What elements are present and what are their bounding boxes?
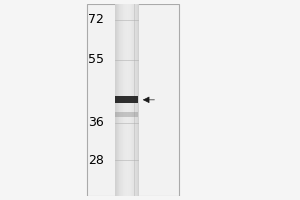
- Bar: [116, 4, 139, 196]
- Bar: [130, 4, 131, 196]
- Text: 28: 28: [88, 154, 104, 167]
- Bar: [135, 4, 136, 196]
- Bar: [123, 4, 124, 196]
- Text: 36: 36: [88, 116, 104, 129]
- Bar: [136, 4, 137, 196]
- Bar: [131, 4, 132, 196]
- Bar: [129, 4, 130, 196]
- Bar: [128, 4, 129, 196]
- Bar: [116, 112, 139, 117]
- Text: 55: 55: [88, 53, 104, 66]
- Bar: [116, 4, 117, 196]
- Bar: [132, 4, 133, 196]
- Bar: [126, 4, 127, 196]
- Bar: [122, 4, 123, 196]
- Bar: [134, 4, 135, 196]
- Bar: [120, 4, 121, 196]
- Bar: [124, 4, 125, 196]
- Bar: [121, 4, 122, 196]
- Text: 72: 72: [88, 13, 104, 26]
- Bar: [138, 4, 139, 196]
- Bar: [119, 4, 120, 196]
- Bar: [133, 4, 134, 196]
- Bar: [87, 4, 179, 196]
- Bar: [137, 4, 138, 196]
- Bar: [117, 4, 118, 196]
- Bar: [116, 96, 139, 103]
- Bar: [125, 4, 126, 196]
- Bar: [118, 4, 119, 196]
